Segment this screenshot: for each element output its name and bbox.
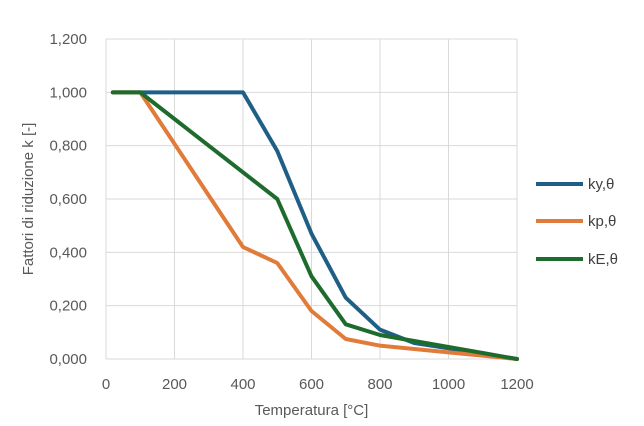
- x-tick-label: 800: [367, 376, 392, 393]
- series-line-1: [110, 90, 519, 361]
- y-tick-label: 0,800: [49, 138, 87, 155]
- series-line-2: [110, 90, 519, 361]
- legend-label: kp,θ: [588, 213, 616, 230]
- x-axis-title: Temperatura [°C]: [255, 402, 369, 419]
- y-tick-label: 0,400: [49, 244, 87, 261]
- x-axis-ticks: 0 200 400 600 800 1000 1200: [102, 376, 534, 393]
- legend-label: ky,θ: [588, 176, 614, 193]
- legend: ky,θ kp,θ kE,θ: [536, 176, 618, 268]
- x-tick-label: 200: [162, 376, 187, 393]
- y-axis-title: Fattori di riduzione k [-]: [20, 123, 37, 276]
- y-tick-label: 0,600: [49, 191, 87, 208]
- x-tick-label: 600: [299, 376, 324, 393]
- x-tick-label: 1200: [500, 376, 533, 393]
- y-tick-label: 1,000: [49, 84, 87, 101]
- x-tick-label: 400: [230, 376, 255, 393]
- x-tick-label: 0: [102, 376, 110, 393]
- y-axis-ticks: 0,000 0,200 0,400 0,600 0,800 1,000 1,200: [49, 31, 87, 368]
- y-tick-label: 0,000: [49, 351, 87, 368]
- legend-label: kE,θ: [588, 251, 618, 268]
- series-line-3: [110, 90, 519, 361]
- series-lines: [110, 90, 519, 361]
- x-tick-label: 1000: [432, 376, 465, 393]
- y-tick-label: 1,200: [49, 31, 87, 48]
- y-tick-label: 0,200: [49, 298, 87, 315]
